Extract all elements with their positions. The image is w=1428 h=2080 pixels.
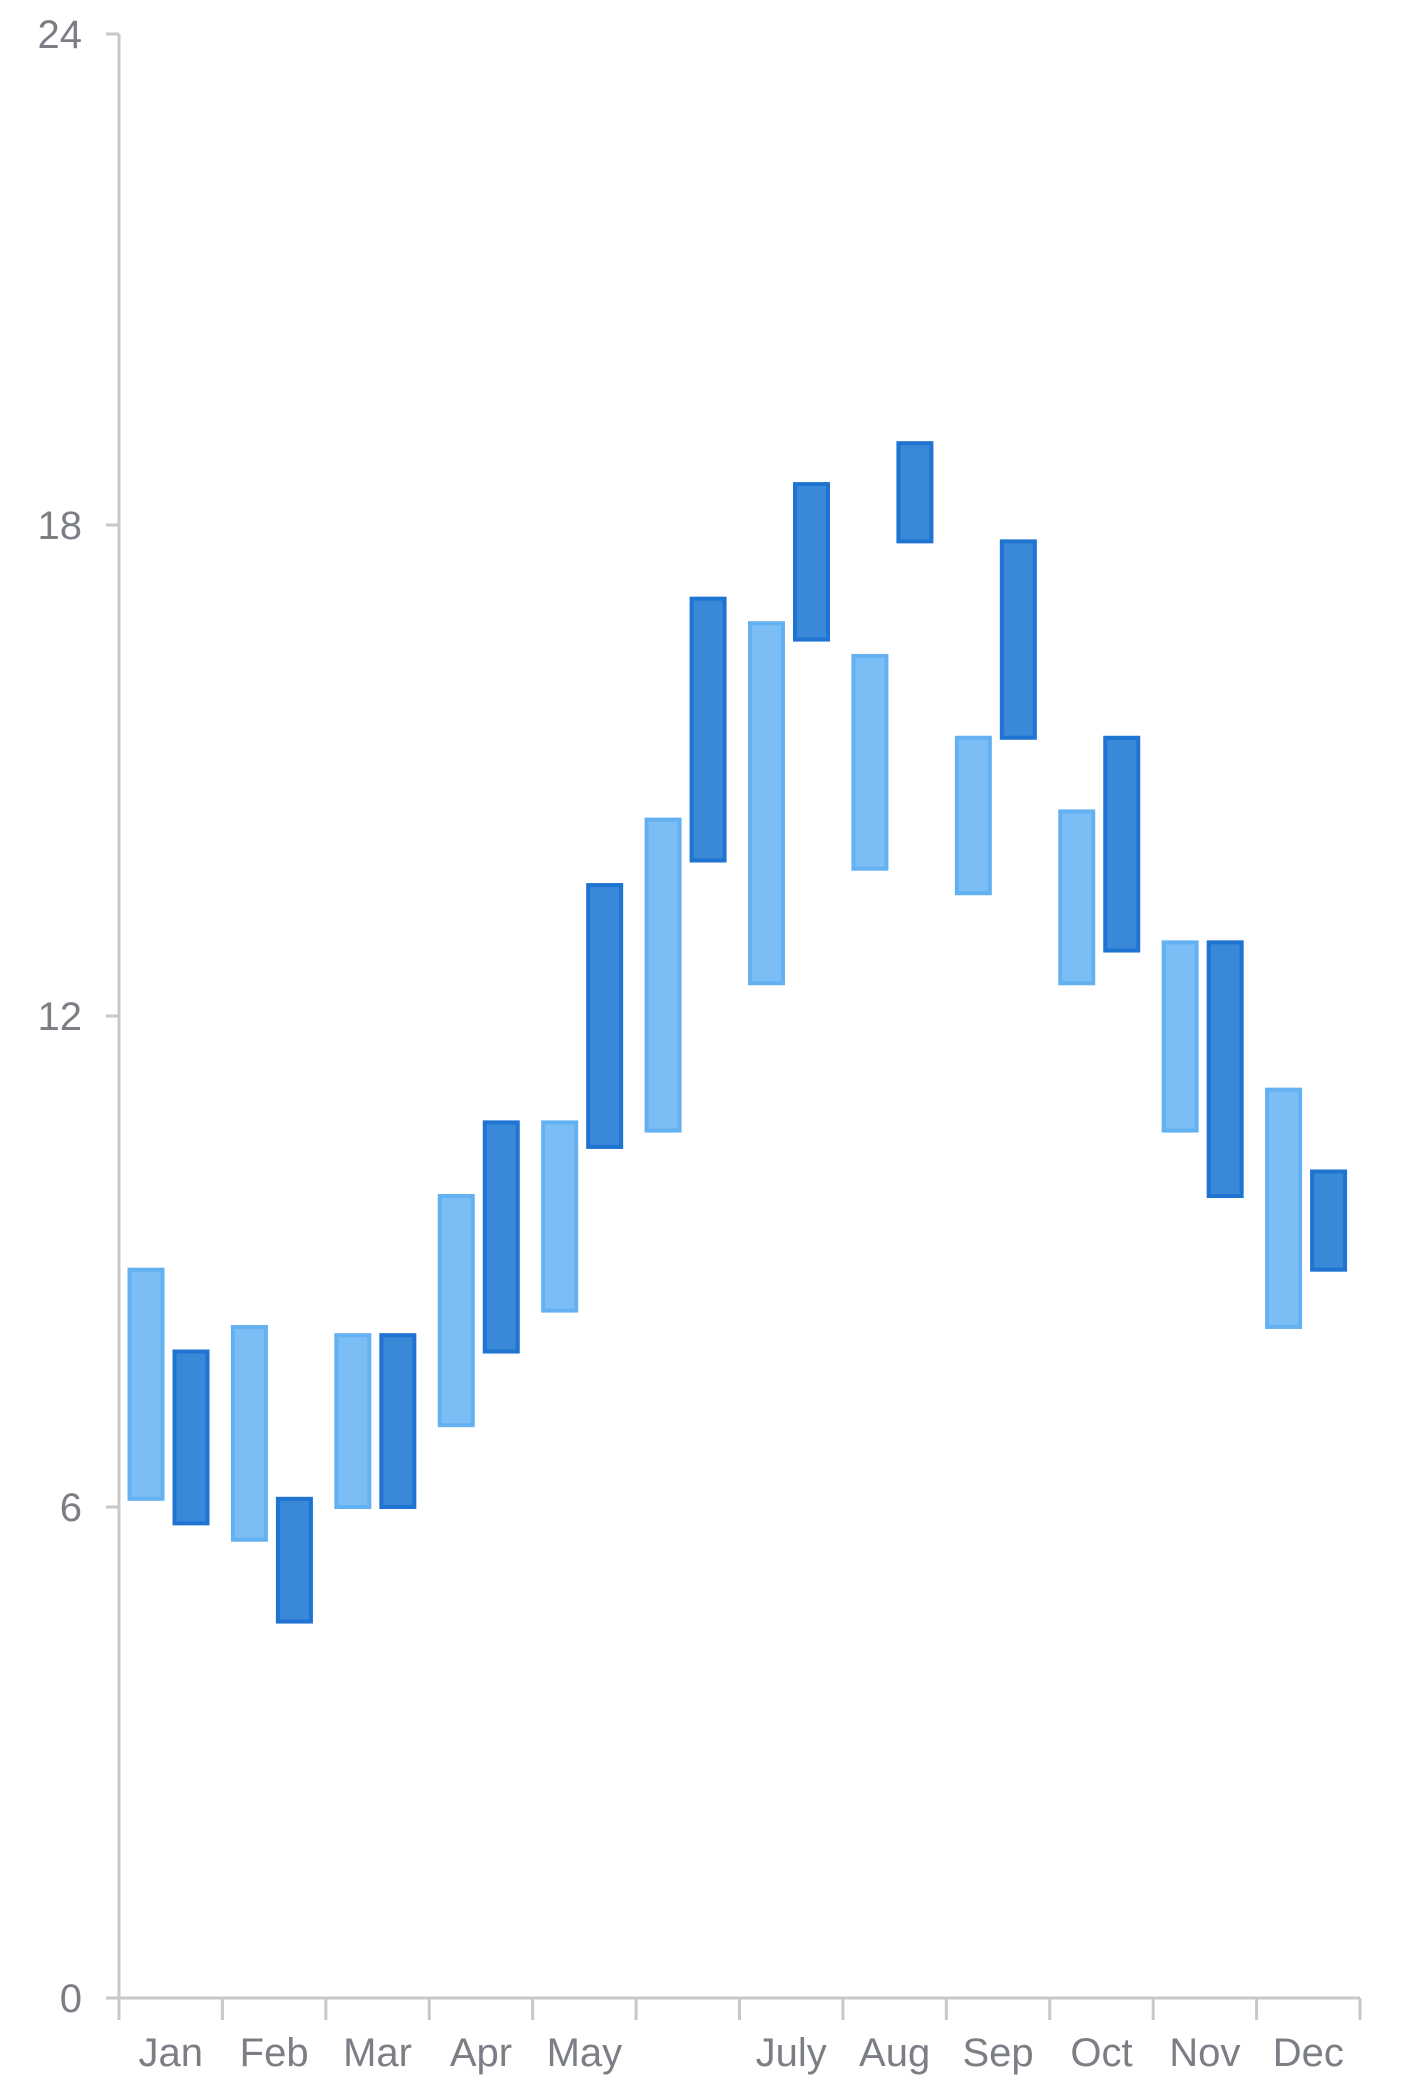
- series-a-bar[interactable]: [851, 653, 889, 871]
- series-a-bar[interactable]: [644, 817, 682, 1133]
- series-b-bar[interactable]: [1310, 1169, 1348, 1272]
- series-a-bar[interactable]: [541, 1120, 579, 1313]
- y-axis: 0 6 12 18 24: [38, 13, 121, 2021]
- y-tick-label: 24: [38, 13, 83, 57]
- series-a-bar[interactable]: [127, 1267, 165, 1501]
- series-a-bar[interactable]: [1161, 940, 1199, 1133]
- series-b-bar[interactable]: [999, 539, 1037, 740]
- series-b-bar[interactable]: [379, 1333, 417, 1510]
- y-tick-label: 0: [60, 1977, 82, 2021]
- series-b-bar[interactable]: [275, 1496, 313, 1624]
- bars-layer: [127, 441, 1348, 1624]
- y-tick-label: 18: [38, 504, 83, 548]
- series-a-bar[interactable]: [954, 735, 992, 896]
- series-b-bar[interactable]: [172, 1349, 210, 1526]
- x-tick-label: Dec: [1273, 2031, 1344, 2075]
- series-b-bar[interactable]: [689, 596, 727, 863]
- series-a-bar[interactable]: [1265, 1087, 1303, 1329]
- series-b-bar[interactable]: [793, 482, 830, 642]
- y-tick-label: 12: [38, 995, 83, 1039]
- series-a-bar[interactable]: [1058, 809, 1096, 986]
- series-a-bar[interactable]: [748, 621, 785, 986]
- x-tick-label: Aug: [859, 2031, 930, 2075]
- y-tick-label: 6: [60, 1486, 82, 1530]
- x-tick-label: Feb: [240, 2031, 309, 2075]
- x-tick-label: July: [756, 2031, 827, 2075]
- x-tick-label: Sep: [962, 2031, 1033, 2075]
- x-tick-label: Apr: [450, 2031, 512, 2075]
- x-tick-label: May: [547, 2031, 623, 2075]
- x-tick-label: Mar: [343, 2031, 412, 2075]
- series-b-bar[interactable]: [1206, 940, 1244, 1199]
- x-axis: Jan Feb Mar Apr May July Aug Sep Oct Nov Dec: [117, 1996, 1362, 2075]
- series-a-bar[interactable]: [230, 1324, 268, 1542]
- series-b-bar[interactable]: [1103, 735, 1141, 953]
- x-tick-label: Jan: [138, 2031, 203, 2075]
- x-tick-label: Oct: [1070, 2031, 1132, 2075]
- series-b-bar[interactable]: [896, 441, 934, 544]
- series-b-bar[interactable]: [482, 1120, 520, 1354]
- x-tick-label: Nov: [1169, 2031, 1240, 2075]
- series-a-bar[interactable]: [334, 1333, 372, 1510]
- series-a-bar[interactable]: [437, 1194, 475, 1428]
- series-b-bar[interactable]: [586, 883, 624, 1149]
